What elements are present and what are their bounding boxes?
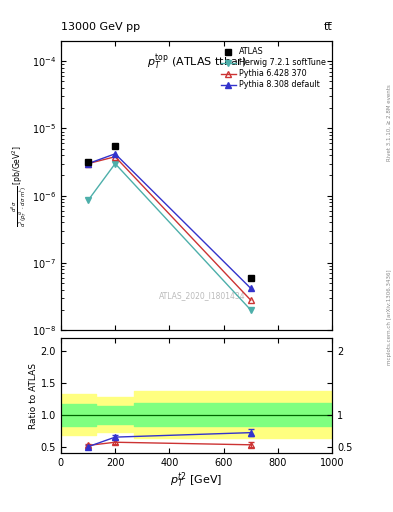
Y-axis label: Ratio to ATLAS: Ratio to ATLAS [29,362,38,429]
Herwig 7.2.1 softTune [248,307,253,313]
Herwig 7.2.1 softTune [113,161,118,167]
X-axis label: $p_T^{t2}$ [GeV]: $p_T^{t2}$ [GeV] [170,471,223,490]
Pythia 8.308 default [113,151,118,157]
Pythia 6.428 370 [113,154,118,160]
Line: Pythia 8.308 default: Pythia 8.308 default [85,151,254,291]
Pythia 8.308 default [86,161,90,167]
Pythia 6.428 370 [86,161,90,167]
Herwig 7.2.1 softTune [86,198,90,204]
Legend: ATLAS, Herwig 7.2.1 softTune, Pythia 6.428 370, Pythia 8.308 default: ATLAS, Herwig 7.2.1 softTune, Pythia 6.4… [219,45,328,92]
Pythia 8.308 default [248,285,253,291]
Text: tt̅: tt̅ [323,22,332,32]
Y-axis label: $\frac{d^2\sigma}{d^2(p_T^{t2}\ \cdot d\sigma\ m^{t\bar{}})}$ [pb/GeV$^2$]: $\frac{d^2\sigma}{d^2(p_T^{t2}\ \cdot d\… [9,145,29,226]
Text: Rivet 3.1.10, ≥ 2.8M events: Rivet 3.1.10, ≥ 2.8M events [387,84,392,161]
ATLAS [113,143,118,149]
Text: mcplots.cern.ch [arXiv:1306.3436]: mcplots.cern.ch [arXiv:1306.3436] [387,270,392,365]
Text: 13000 GeV pp: 13000 GeV pp [61,22,140,32]
Text: ATLAS_2020_I1801434: ATLAS_2020_I1801434 [159,291,245,300]
Pythia 6.428 370 [248,297,253,303]
Line: Herwig 7.2.1 softTune: Herwig 7.2.1 softTune [85,160,254,313]
ATLAS [86,159,90,165]
Line: ATLAS: ATLAS [85,143,254,281]
Line: Pythia 6.428 370: Pythia 6.428 370 [85,154,254,303]
ATLAS [248,275,253,281]
Text: $p_T^{\rm top}$ (ATLAS ttbar): $p_T^{\rm top}$ (ATLAS ttbar) [147,53,246,72]
